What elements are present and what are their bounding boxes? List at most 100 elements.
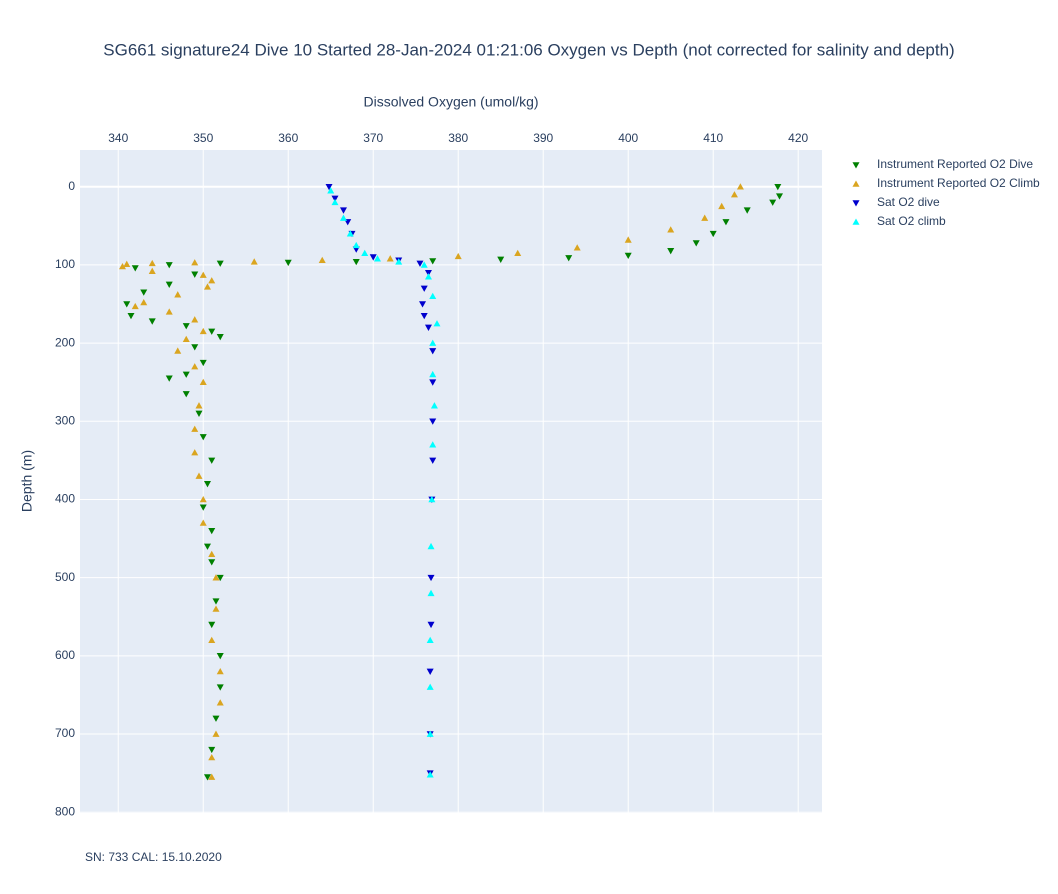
data-point — [203, 774, 211, 781]
data-point — [325, 183, 333, 191]
data-point — [212, 730, 220, 737]
data-point — [208, 746, 216, 754]
data-point — [174, 291, 182, 298]
data-point — [174, 347, 182, 354]
x-tick-label: 400 — [618, 131, 638, 145]
y-tick-label: 800 — [55, 804, 75, 818]
data-point — [199, 519, 207, 526]
x-tick-label: 410 — [703, 131, 723, 145]
data-point — [565, 255, 573, 262]
data-point — [182, 323, 190, 330]
data-point — [191, 344, 199, 351]
legend-symbol — [852, 180, 860, 187]
data-point — [199, 271, 207, 278]
data-point — [216, 684, 224, 691]
data-point — [208, 550, 216, 558]
data-point — [624, 252, 632, 260]
data-point — [208, 559, 216, 566]
data-point — [140, 298, 148, 306]
data-point — [191, 449, 199, 456]
data-point — [339, 207, 347, 214]
data-point — [148, 259, 156, 267]
data-point — [118, 262, 126, 270]
annotation: SN: 733 CAL: 15.10.2020 — [85, 850, 222, 864]
data-point — [199, 327, 207, 335]
data-point — [140, 289, 148, 296]
data-point — [386, 255, 394, 262]
y-tick-label: 600 — [55, 648, 75, 662]
data-point — [331, 195, 339, 202]
data-point — [339, 214, 347, 221]
data-point — [427, 589, 435, 597]
data-point — [776, 193, 784, 200]
data-point — [424, 269, 432, 277]
y-tick-label: 500 — [55, 570, 75, 584]
x-tick-label: 390 — [533, 131, 553, 145]
x-axis-title: Dissolved Oxygen (umol/kg) — [363, 94, 538, 110]
y-tick-label: 100 — [55, 257, 75, 271]
data-point — [131, 265, 139, 272]
data-point — [182, 371, 190, 378]
data-point — [195, 472, 203, 479]
legend-symbol — [852, 162, 860, 169]
data-point — [131, 302, 139, 310]
data-point — [123, 301, 131, 308]
data-point — [624, 236, 632, 243]
data-point — [212, 598, 220, 605]
data-point — [199, 359, 207, 367]
data-point — [352, 241, 360, 249]
data-point — [216, 260, 224, 267]
data-point — [429, 370, 437, 378]
x-tick-label: 420 — [788, 131, 808, 145]
data-point — [327, 187, 335, 194]
marks — [118, 183, 784, 781]
data-point — [127, 312, 135, 320]
data-point — [430, 402, 438, 409]
data-point — [429, 457, 437, 464]
data-point — [208, 636, 216, 644]
data-point — [395, 258, 403, 265]
data-point — [191, 259, 199, 266]
data-point — [667, 226, 675, 233]
data-point — [208, 773, 216, 780]
data-point — [426, 730, 434, 737]
data-point — [429, 258, 437, 265]
data-point — [191, 363, 199, 370]
data-point — [743, 207, 751, 214]
data-point — [427, 574, 435, 582]
data-point — [195, 410, 203, 417]
data-point — [426, 683, 434, 690]
data-point — [250, 258, 258, 265]
data-point — [199, 434, 207, 441]
data-point — [199, 504, 207, 511]
data-point — [203, 283, 211, 290]
y-tick-label: 400 — [55, 492, 75, 506]
data-point — [692, 240, 700, 247]
data-point — [199, 378, 207, 386]
data-point — [208, 457, 216, 464]
data-point — [123, 260, 131, 267]
data-point — [427, 542, 435, 550]
data-point — [216, 653, 224, 660]
data-point — [148, 318, 156, 325]
data-point — [428, 495, 436, 503]
plot-area — [80, 150, 822, 813]
legend-label[interactable]: Sat O2 climb — [877, 214, 946, 228]
data-point — [361, 249, 369, 257]
data-point — [212, 605, 220, 612]
legend-label[interactable]: Instrument Reported O2 Climb — [877, 176, 1040, 190]
data-point — [454, 252, 462, 260]
data-point — [352, 259, 360, 266]
data-point — [420, 285, 428, 292]
data-point — [497, 256, 505, 263]
data-point — [429, 441, 437, 448]
data-point — [216, 334, 224, 341]
data-point — [331, 198, 339, 206]
legend-label[interactable]: Sat O2 dive — [877, 195, 940, 209]
data-point — [165, 375, 173, 382]
data-point — [208, 277, 216, 284]
data-point — [165, 262, 173, 269]
legend-label[interactable]: Instrument Reported O2 Dive — [877, 157, 1033, 171]
